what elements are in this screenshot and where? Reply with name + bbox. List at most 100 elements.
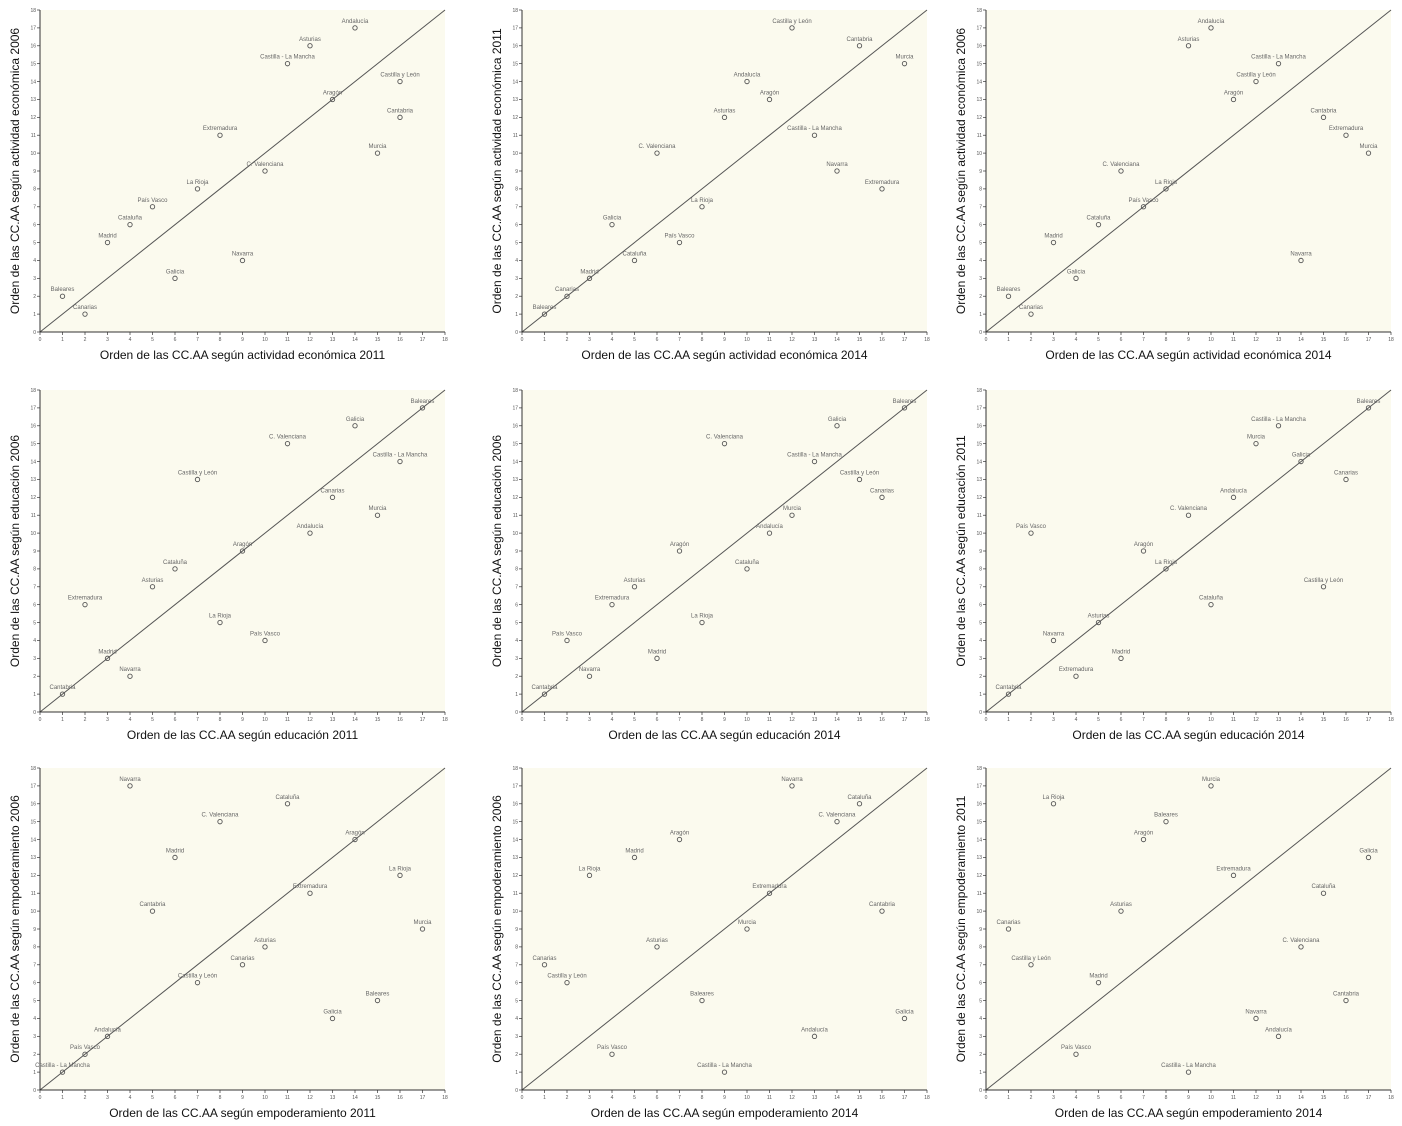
point-label: Madrid [1044, 234, 1062, 240]
data-point [766, 96, 773, 103]
y-tick-label: 13 [512, 855, 518, 861]
point-label: Canarias [73, 305, 97, 311]
point-label: Castilla - La Mancha [1251, 417, 1306, 423]
y-tick-label: 3 [33, 1034, 36, 1040]
point-label: Castilla y León [1011, 956, 1050, 962]
y-tick-label: 6 [33, 602, 36, 608]
data-point [766, 890, 773, 896]
diagonal-line [985, 767, 1392, 1091]
data-point [329, 1015, 336, 1022]
y-tick-label: 7 [33, 585, 36, 591]
point-label: Galicia [603, 216, 622, 222]
point-label: Castilla y León [840, 470, 879, 476]
y-tick-label: 14 [30, 79, 36, 85]
x-tick-label: 16 [1343, 717, 1349, 723]
y-tick-label: 17 [30, 26, 36, 32]
x-tick-label: 0 [39, 717, 42, 723]
data-point [744, 566, 750, 572]
y-tick-label: 8 [33, 945, 36, 951]
y-tick-label: 3 [979, 1034, 982, 1040]
x-tick-label: 6 [1120, 717, 1123, 723]
x-axis-label: Orden de las CC.AA según educación 2011 [127, 728, 359, 742]
x-tick-label: 7 [1142, 337, 1145, 343]
x-tick-label: 0 [521, 1095, 524, 1101]
y-tick-label: 2 [515, 1052, 518, 1058]
x-tick-label: 11 [285, 337, 290, 343]
data-point [654, 150, 660, 156]
data-point [194, 186, 201, 192]
data-point [1140, 204, 1147, 210]
point-label: Extremadura [203, 126, 238, 132]
x-axis-label: Orden de las CC.AA según empoderamiento … [591, 1106, 859, 1120]
x-tick-label: 1 [543, 717, 546, 723]
y-tick-label: 6 [515, 980, 518, 986]
y-tick-label: 15 [512, 819, 518, 825]
y-tick-label: 5 [515, 620, 518, 626]
x-tick-label: 15 [375, 337, 381, 343]
data-point [59, 293, 66, 299]
point-label: Castilla y León [1304, 578, 1343, 584]
point-label: Andalucía [297, 524, 324, 530]
y-tick-label: 17 [976, 406, 982, 412]
point-label: Extremadura [752, 884, 787, 890]
data-point [194, 476, 201, 483]
x-tick-label: 15 [857, 337, 863, 343]
diagonal-line [521, 767, 928, 1091]
x-tick-label: 18 [924, 337, 930, 343]
data-point [104, 655, 111, 661]
x-tick-label: 14 [352, 717, 358, 723]
x-tick-label: 13 [812, 1095, 818, 1101]
x-tick-label: 16 [1343, 1095, 1349, 1101]
point-label: Castilla - La Mancha [787, 453, 842, 459]
scatter-plot: 0011223344556677889910101111121213131414… [490, 766, 930, 1120]
y-tick-label: 1 [979, 1070, 982, 1076]
x-tick-label: 13 [812, 337, 818, 343]
x-tick-label: 9 [723, 717, 726, 723]
x-tick-label: 0 [985, 337, 988, 343]
data-point [879, 494, 885, 500]
y-tick-label: 9 [979, 549, 982, 555]
y-axis-label: Orden de las CC.AA según educación 2006 [8, 435, 22, 667]
data-point [586, 275, 593, 281]
data-point [284, 441, 291, 447]
point-label: Baleares [366, 992, 390, 998]
point-label: Asturias [714, 108, 736, 114]
y-tick-label: 15 [512, 441, 518, 447]
x-tick-label: 6 [656, 337, 659, 343]
point-label: Asturias [646, 938, 668, 944]
x-tick-label: 9 [1187, 337, 1190, 343]
y-tick-label: 9 [979, 927, 982, 933]
x-tick-label: 14 [1298, 717, 1304, 723]
x-tick-label: 3 [1052, 337, 1055, 343]
data-point [1005, 691, 1012, 697]
y-axis-label: Orden de las CC.AA según educación 2006 [490, 435, 504, 667]
point-label: Asturias [299, 37, 321, 43]
data-point [1140, 548, 1147, 554]
point-label: La Rioja [578, 866, 601, 872]
data-point [1298, 257, 1304, 264]
scatter-panel-6: 0 0 1 1 2 2 3 3 4 4 5 5 6 6 7 7 8 8 9 9 10 10 11 11 12 12 13 13 14 14… [946, 380, 1402, 748]
data-point [744, 78, 750, 85]
y-tick-label: 1 [515, 692, 518, 698]
data-point [352, 836, 358, 843]
data-point [239, 548, 246, 554]
y-axis-label: Orden de las CC.AA según empoderamiento … [8, 795, 22, 1063]
diagonal-line [521, 9, 928, 333]
data-point [1163, 819, 1169, 825]
data-point [609, 222, 615, 228]
x-tick-label: 5 [1097, 337, 1100, 343]
x-tick-label: 3 [1052, 717, 1055, 723]
y-tick-label: 4 [515, 258, 518, 264]
diagonal-line [521, 389, 928, 713]
data-point [1005, 926, 1012, 932]
point-label: Madrid [580, 269, 598, 275]
y-tick-label: 10 [30, 151, 36, 157]
point-label: Navarra [826, 162, 848, 168]
y-tick-label: 14 [976, 79, 982, 85]
point-label: Navarra [1043, 631, 1065, 637]
data-point [901, 61, 908, 67]
point-label: Cataluña [1086, 216, 1111, 222]
y-tick-label: 8 [33, 187, 36, 193]
point-label: Galicia [323, 1009, 342, 1015]
